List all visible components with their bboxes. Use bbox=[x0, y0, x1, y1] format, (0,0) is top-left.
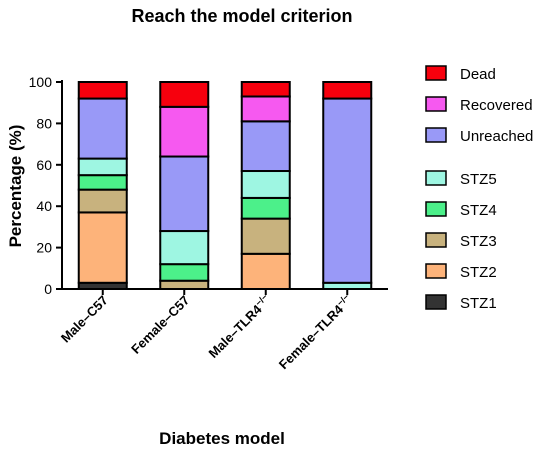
legend-label-dead: Dead bbox=[460, 66, 496, 83]
plot-area: 0 20 40 60 80 100 Male–C57 Female–C57 Male–TLR4−… bbox=[29, 74, 388, 372]
bar-segment-stz3-1 bbox=[159, 279, 210, 291]
legend-label-stz1: STZ1 bbox=[460, 295, 497, 312]
legend-label-stz3: STZ3 bbox=[460, 233, 497, 250]
bar-segment-dead-3 bbox=[322, 81, 373, 100]
bar-segment-stz4-2 bbox=[240, 196, 291, 220]
bar-segment-unreached-1 bbox=[159, 155, 210, 233]
legend-label-stz5: STZ5 bbox=[460, 171, 497, 188]
bar-segment-dead-2 bbox=[240, 81, 291, 98]
x-tick-label-0: Male–C57 bbox=[58, 293, 111, 346]
category-name: Male–TLR4 bbox=[206, 301, 266, 361]
bar-segment-dead-1 bbox=[159, 81, 210, 108]
y-tick-label: 20 bbox=[36, 240, 52, 256]
legend-swatch-stz2 bbox=[425, 263, 447, 279]
category-name: Female–TLR4 bbox=[276, 301, 347, 372]
legend-swatch-stz1 bbox=[425, 294, 447, 310]
legend-swatch-stz4 bbox=[425, 201, 447, 217]
bar-segment-dead-0 bbox=[77, 81, 128, 100]
category-name: Male–C57 bbox=[58, 293, 111, 346]
bar-segment-stz5-0 bbox=[77, 157, 128, 177]
bar-segment-stz2-0 bbox=[77, 211, 128, 284]
legend-swatch-recovered bbox=[425, 96, 447, 112]
y-axis-label: Percentage (%) bbox=[6, 125, 25, 248]
category-name: Female–C57 bbox=[128, 293, 192, 357]
legend-label-stz4: STZ4 bbox=[460, 202, 497, 219]
legend-label-stz2: STZ2 bbox=[460, 264, 497, 281]
bar-segment-unreached-0 bbox=[77, 97, 128, 160]
bar-segment-stz4-1 bbox=[159, 263, 210, 282]
y-tick-label: 0 bbox=[44, 281, 52, 297]
y-tick-label: 80 bbox=[36, 115, 52, 131]
bar-segment-stz5-1 bbox=[159, 230, 210, 266]
bar-segment-recovered-2 bbox=[240, 95, 291, 123]
legend-label-unreached: Unreached bbox=[460, 128, 533, 145]
chart-title: Reach the model criterion bbox=[131, 6, 352, 26]
y-tick-label: 60 bbox=[36, 157, 52, 173]
bar-segment-recovered-1 bbox=[159, 105, 210, 158]
y-tick-label: 40 bbox=[36, 198, 52, 214]
legend-label-recovered: Recovered bbox=[460, 97, 533, 114]
x-tick-label-3: Female–TLR4−/− bbox=[275, 292, 355, 372]
legend-swatch-dead bbox=[425, 65, 447, 81]
legend-swatch-unreached bbox=[425, 127, 447, 143]
bar-segment-stz2-2 bbox=[240, 252, 291, 290]
bar-segment-stz3-2 bbox=[240, 217, 291, 255]
x-tick-label-1: Female–C57 bbox=[128, 293, 192, 357]
bar-segment-unreached-2 bbox=[240, 120, 291, 173]
bar-segment-stz3-0 bbox=[77, 188, 128, 214]
legend-swatch-stz3 bbox=[425, 232, 447, 248]
legend-swatch-stz5 bbox=[425, 170, 447, 186]
bar-segment-unreached-3 bbox=[322, 97, 373, 284]
legend: Dead Recovered Unreached STZ5 STZ4 STZ3 STZ2 ST… bbox=[425, 65, 533, 312]
bar-segment-stz4-0 bbox=[77, 174, 128, 191]
x-axis-label: Diabetes model bbox=[159, 429, 285, 448]
y-tick-label: 100 bbox=[29, 74, 53, 90]
bar-segment-stz5-2 bbox=[240, 170, 291, 199]
x-tick-label-2: Male–TLR4−/− bbox=[205, 292, 274, 361]
